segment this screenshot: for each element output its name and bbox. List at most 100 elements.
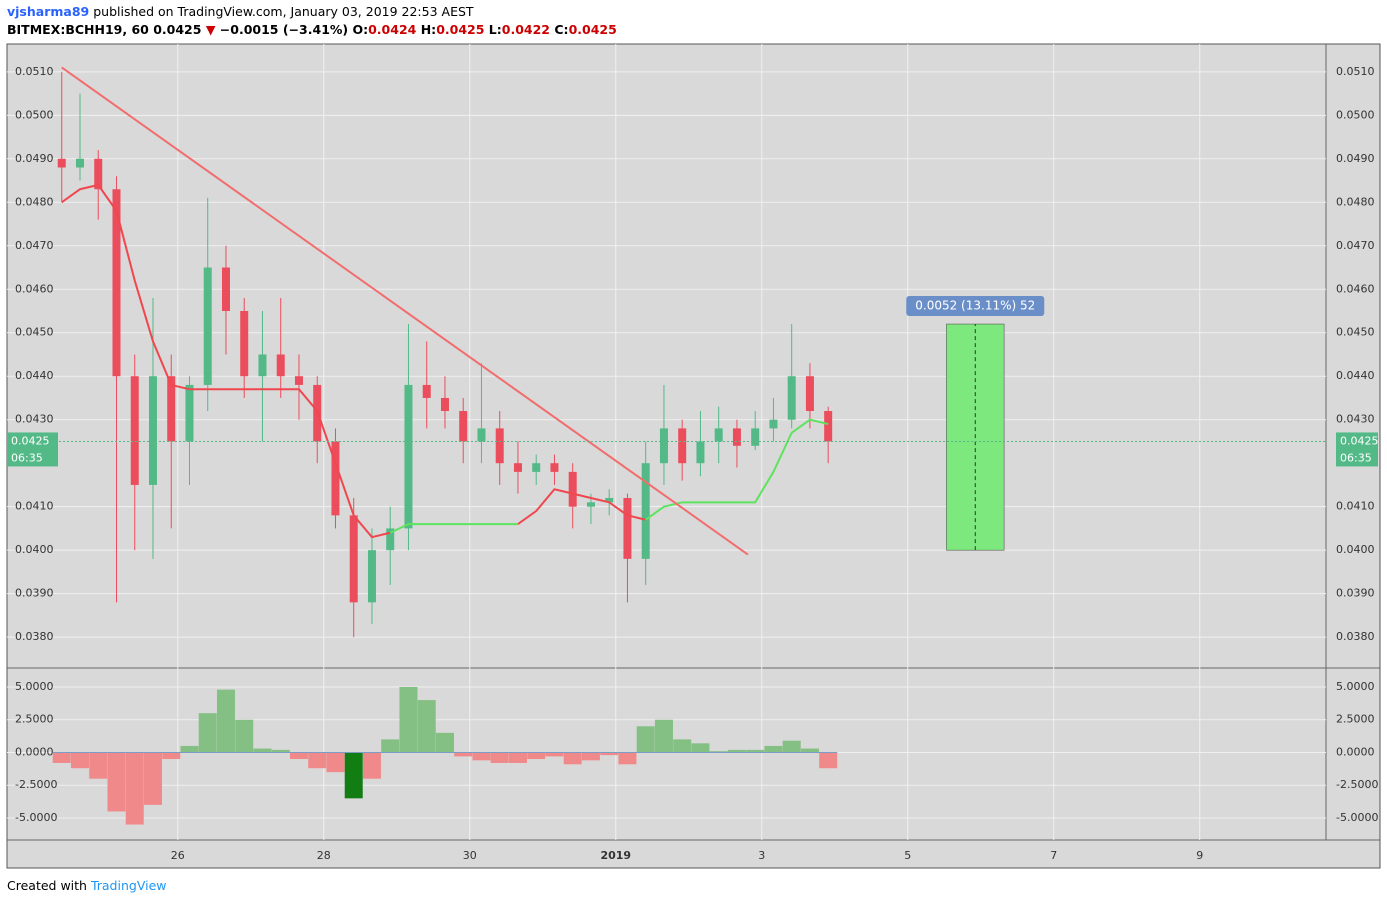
- candle-body: [167, 376, 176, 442]
- y-tick-label-left: 0.0440: [15, 369, 54, 382]
- y-tick-label-right: 0.0480: [1336, 195, 1375, 208]
- histogram-bar: [764, 745, 783, 753]
- candle-body: [623, 497, 632, 559]
- y-tick-label-left: -5.0000: [15, 811, 57, 824]
- candle-body: [57, 158, 66, 168]
- candle-body: [258, 354, 267, 377]
- candle-body: [240, 310, 249, 377]
- x-tick-label: 2019: [600, 849, 631, 862]
- histogram-bar: [527, 752, 546, 760]
- y-tick-label-left: 0.0430: [15, 413, 54, 426]
- y-tick-label-left: 5.0000: [15, 680, 54, 693]
- published: published on TradingView.com, January 03…: [93, 4, 474, 19]
- candle-body: [732, 428, 741, 446]
- author[interactable]: vjsharma89: [7, 4, 89, 19]
- y-tick-label-right: 0.0500: [1336, 108, 1375, 121]
- histogram-bar: [636, 726, 655, 753]
- histogram-bar: [107, 752, 126, 812]
- x-tick-label: 7: [1050, 849, 1057, 862]
- candle-body: [550, 463, 559, 472]
- last-price-tag: [1336, 432, 1378, 467]
- y-tick-label-right: 0.0430: [1336, 413, 1375, 426]
- header-line-1: vjsharma89 published on TradingView.com,…: [7, 4, 474, 19]
- candle-body: [696, 441, 705, 464]
- candle-body: [331, 441, 340, 516]
- y-tick-label-right: 0.0410: [1336, 500, 1375, 513]
- ohlc-label: L:: [489, 22, 502, 37]
- ohlc-label: H:: [421, 22, 436, 37]
- histogram-bar: [490, 752, 509, 763]
- y-tick-label-left: 0.0480: [15, 195, 54, 208]
- histogram-bar: [435, 732, 454, 753]
- candle-body: [440, 397, 449, 412]
- candle-body: [94, 158, 103, 190]
- candle-body: [294, 376, 303, 385]
- ohlc-label: C:: [554, 22, 568, 37]
- candle-body: [568, 471, 577, 507]
- y-tick-label-right: 0.0470: [1336, 239, 1375, 252]
- brand[interactable]: TradingView: [90, 878, 167, 893]
- histogram-bar: [472, 752, 491, 761]
- footer: Created with TradingView: [7, 878, 166, 893]
- y-tick-label-left: 0.0460: [15, 282, 54, 295]
- candle-body: [75, 158, 84, 168]
- y-tick-label-right: 2.5000: [1336, 713, 1375, 726]
- candle-body: [641, 463, 650, 559]
- histogram-bar: [162, 752, 181, 760]
- change: −0.0015 (−3.41%): [220, 22, 348, 37]
- histogram-bar: [289, 752, 308, 760]
- trend-line: [61, 66, 749, 556]
- histogram-bar: [819, 752, 838, 769]
- y-tick-label-left: 0.0390: [15, 587, 54, 600]
- ohlc-value: 0.0424: [368, 22, 417, 37]
- y-tick-label-left: 0.0450: [15, 326, 54, 339]
- histogram-bar: [709, 751, 728, 753]
- y-tick-label-right: 0.0000: [1336, 745, 1375, 758]
- y-tick-label-left: 0.0380: [15, 630, 54, 643]
- x-tick-label: 28: [317, 849, 331, 862]
- histogram-bar: [746, 749, 765, 753]
- y-tick-label-left: 0.0410: [15, 500, 54, 513]
- histogram-bar: [691, 743, 710, 753]
- histogram-bar: [727, 749, 746, 753]
- x-tick-label: 5: [904, 849, 911, 862]
- candle-body: [769, 419, 778, 429]
- x-tick-label: 30: [463, 849, 477, 862]
- measure-label: 0.0052 (13.11%) 52: [915, 299, 1035, 313]
- candle-body: [459, 411, 468, 442]
- y-tick-label-right: 0.0440: [1336, 369, 1375, 382]
- histogram-bar: [563, 752, 582, 765]
- histogram-bar: [253, 748, 272, 753]
- candle-body: [586, 502, 595, 507]
- histogram-bar: [308, 752, 327, 769]
- histogram-bar: [399, 686, 418, 753]
- histogram-bar: [454, 752, 473, 757]
- candle-body: [805, 376, 814, 412]
- candle-body: [386, 528, 395, 551]
- histogram-bar: [143, 752, 162, 805]
- candle-body: [751, 428, 760, 446]
- y-tick-label-right: 0.0450: [1336, 326, 1375, 339]
- y-tick-label-right: 0.0400: [1336, 543, 1375, 556]
- candle-body: [605, 497, 614, 503]
- candle-body: [203, 267, 212, 385]
- last-price-label: 0.0425: [11, 434, 50, 447]
- last-price-label: 0.0425: [1340, 434, 1379, 447]
- last-price-tag: [7, 432, 58, 467]
- candle-body: [422, 384, 431, 398]
- histogram-bar: [545, 752, 564, 757]
- histogram-bar: [362, 752, 381, 779]
- ohlc-value: 0.0425: [569, 22, 617, 37]
- candle-body: [185, 384, 194, 442]
- y-tick-label-right: 5.0000: [1336, 680, 1375, 693]
- candle-body: [659, 428, 668, 464]
- histogram-bar: [673, 739, 692, 753]
- histogram-bar: [89, 752, 108, 779]
- y-tick-label-left: 0.0470: [15, 239, 54, 252]
- y-tick-label-left: 0.0490: [15, 152, 54, 165]
- histogram-bar: [782, 740, 801, 753]
- histogram-bar: [344, 752, 363, 799]
- histogram-bar: [600, 752, 619, 756]
- candle-body: [404, 384, 413, 529]
- candle-body: [148, 376, 157, 485]
